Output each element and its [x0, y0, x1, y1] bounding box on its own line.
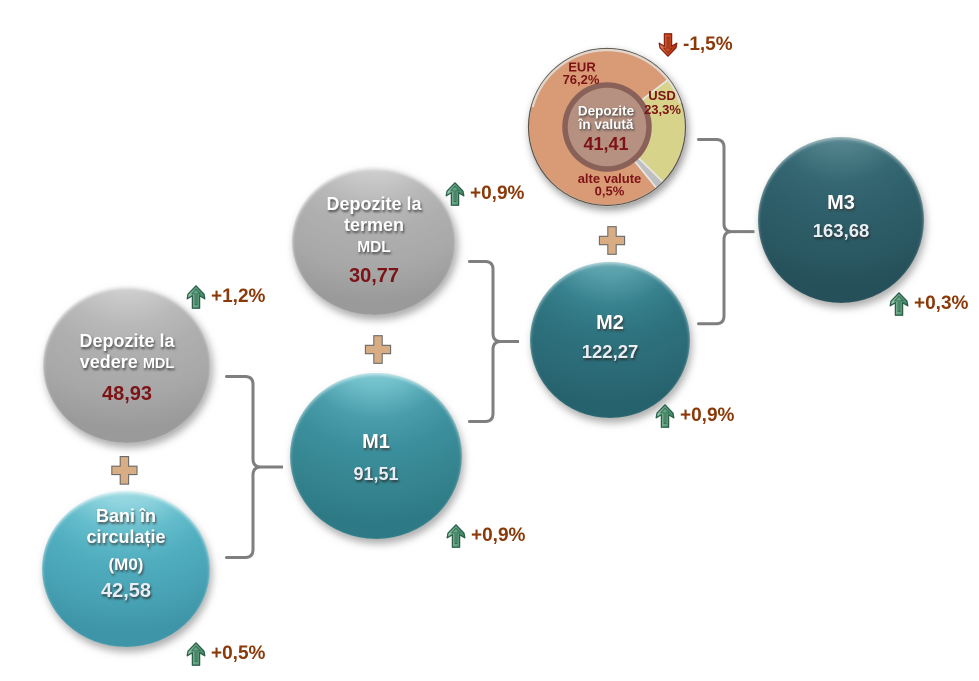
svg-text:Depozite: Depozite — [578, 104, 635, 119]
svg-text:în valută: în valută — [578, 117, 634, 132]
svg-text:41,41: 41,41 — [583, 134, 628, 154]
svg-text:USD: USD — [648, 88, 675, 103]
svg-text:0,5%: 0,5% — [595, 184, 625, 199]
svg-text:76,2%: 76,2% — [563, 72, 600, 87]
svg-text:alte valute: alte valute — [578, 171, 642, 186]
svg-text:23,3%: 23,3% — [644, 102, 681, 117]
svg-text:EUR: EUR — [568, 60, 596, 75]
